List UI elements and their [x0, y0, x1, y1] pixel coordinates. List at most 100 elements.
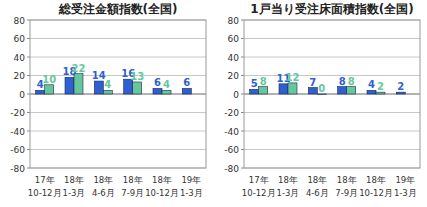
data-label: 4 — [104, 79, 111, 90]
bar — [347, 87, 356, 94]
plot-frame — [244, 20, 420, 168]
bar — [338, 87, 347, 94]
tick-label: -20 — [10, 108, 25, 118]
category-line: 1-3月 — [180, 188, 203, 198]
category-line: 7-9月 — [121, 188, 144, 198]
tick-label: -40 — [10, 127, 25, 137]
grid-line — [244, 75, 420, 76]
plot-frame — [30, 20, 206, 168]
tick-label: -80 — [10, 164, 25, 174]
category-line: 17年 — [35, 175, 55, 185]
bar — [103, 90, 112, 94]
grid-line — [30, 131, 206, 132]
category-line: 1-3月 — [394, 188, 417, 198]
category-label: 18年 4-6月 — [92, 175, 115, 198]
category-line: 10-12月 — [145, 188, 179, 198]
tick-label: 0 — [233, 90, 239, 100]
data-label: 8 — [260, 76, 267, 87]
tick-label: 80 — [228, 16, 240, 26]
bar — [45, 85, 54, 94]
category-line: 10-12月 — [242, 188, 276, 198]
grid-line — [30, 149, 206, 150]
tick-label: -60 — [224, 145, 239, 155]
data-label: 8 — [339, 76, 346, 87]
plot-area — [30, 20, 206, 168]
category-line: 19年 — [395, 175, 415, 185]
bars — [36, 74, 192, 94]
data-label: 0 — [318, 83, 325, 94]
tick-label: 60 — [14, 34, 26, 44]
bar — [259, 87, 268, 94]
data-label: 5 — [251, 78, 258, 89]
grid-line — [244, 94, 420, 95]
chart-title: 総受注金額指数(全国) — [58, 2, 178, 16]
category-line: 4-6月 — [306, 188, 329, 198]
data-label: 2 — [377, 81, 384, 92]
bar — [36, 90, 45, 94]
category-line: 18年 — [366, 175, 386, 185]
data-label: 13 — [130, 71, 144, 82]
category-label: 18年7-9月 — [335, 175, 358, 198]
grid-line — [30, 112, 206, 113]
category-label: 17年 10-12月 — [28, 175, 62, 198]
bar — [182, 88, 191, 94]
bar — [367, 90, 376, 94]
category-line: 18年 — [93, 175, 113, 185]
category-line: 10-12月 — [359, 188, 393, 198]
category-label: 18年1-3月 — [277, 175, 300, 198]
bar — [288, 83, 297, 94]
bar — [162, 90, 171, 94]
category-line: 17年 — [249, 175, 269, 185]
data-label: 10 — [42, 74, 56, 85]
grid-line — [30, 94, 206, 95]
category-line: 19年 — [181, 175, 201, 185]
tick-label: -20 — [224, 108, 239, 118]
chart-title: 1戸当り受注床面積指数(全国) — [250, 2, 413, 16]
tick-label: 20 — [14, 71, 26, 81]
category-line: 18年 — [64, 175, 84, 185]
bar — [65, 77, 74, 94]
category-label: 19年 1-3月 — [394, 175, 417, 198]
data-label: 6 — [154, 77, 161, 88]
data-label: 12 — [286, 72, 300, 83]
chart-root: 総受注金額指数(全国)-80-60-40-2002040608041814166… — [0, 0, 427, 207]
plot-area — [244, 20, 420, 168]
category-label: 18年 10-12月 — [145, 175, 179, 198]
tick-label: 40 — [14, 53, 26, 63]
bar — [153, 88, 162, 94]
category-label: 17年 10-12月 — [242, 175, 276, 198]
tick-label: 80 — [14, 16, 26, 26]
data-label: 6 — [183, 77, 190, 88]
tick-label: -40 — [224, 127, 239, 137]
category-label: 18年 1-3月 — [63, 175, 86, 198]
tick-label: 20 — [228, 71, 240, 81]
bar — [396, 92, 405, 94]
grid-line — [30, 38, 206, 39]
data-label: 4 — [163, 79, 170, 90]
category-line: 18年 — [123, 175, 143, 185]
category-line: 1-3月 — [277, 188, 300, 198]
data-label: 2 — [397, 81, 404, 92]
tick-label: -80 — [224, 164, 239, 174]
grid-line — [244, 112, 420, 113]
grid-line — [30, 57, 206, 58]
category-label: 19年 1-3月 — [180, 175, 203, 198]
bar — [308, 88, 317, 94]
tick-label: -60 — [10, 145, 25, 155]
category-label: 18年 10-12月 — [359, 175, 393, 198]
category-line: 7-9月 — [335, 188, 358, 198]
category-label: 18年4-6月 — [306, 175, 329, 198]
category-label: 18年 7-9月 — [121, 175, 144, 198]
category-line: 1-3月 — [63, 188, 86, 198]
data-label: 8 — [348, 76, 355, 87]
bar — [250, 89, 259, 94]
category-line: 10-12月 — [28, 188, 62, 198]
tick-label: 0 — [19, 90, 25, 100]
tick-label: 60 — [228, 34, 240, 44]
category-line: 18年 — [152, 175, 172, 185]
category-line: 4-6月 — [92, 188, 115, 198]
grid-line — [30, 75, 206, 76]
grid-line — [244, 131, 420, 132]
data-label: 22 — [72, 63, 86, 74]
data-label: 7 — [309, 77, 316, 88]
